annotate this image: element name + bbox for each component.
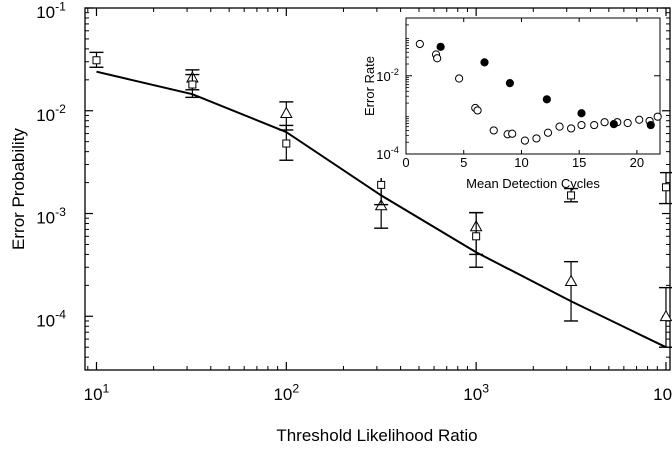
open-circle-data-point xyxy=(577,120,586,130)
inset-plot-area: 0 5 10 15 20 10-4 10-2 xyxy=(376,18,662,170)
open-circle-data-point xyxy=(520,136,530,145)
square-data-point xyxy=(567,191,576,200)
square-data-point xyxy=(92,56,101,65)
open-circle-data-point xyxy=(455,74,464,83)
filled-circle-data-point xyxy=(480,58,489,67)
inset-y-tick-label: 10-2 xyxy=(376,67,399,84)
inset-plot-frame xyxy=(405,17,661,155)
x-tick-label: 102 xyxy=(273,381,299,404)
main-plot-area: 101 102 103 104 10-4 10-3 10-2 10-1 xyxy=(36,0,672,404)
open-circle-data-point xyxy=(473,106,482,115)
filled-circle-data-point xyxy=(436,42,445,51)
main-x-axis-label: Threshold Likelihood Ratio xyxy=(276,426,477,445)
inset-x-tick-label: 0 xyxy=(402,155,409,170)
open-circle-data-point xyxy=(555,122,564,131)
main-plot-frame xyxy=(84,7,671,371)
y-tick-label: 10-1 xyxy=(36,0,66,22)
filled-circle-data-point xyxy=(646,120,655,130)
open-circle-data-point xyxy=(415,39,424,49)
inset-x-tick-label: 20 xyxy=(630,155,644,170)
open-circle-data-point xyxy=(623,118,632,128)
open-circle-data-point xyxy=(543,128,553,137)
inset-x-tick-label: 15 xyxy=(572,155,586,170)
square-data-point xyxy=(377,180,386,189)
filled-circle-data-point xyxy=(609,120,618,129)
y-tick-label: 10-4 xyxy=(36,308,66,331)
open-circle-data-point xyxy=(433,54,442,63)
x-tick-label: 101 xyxy=(84,381,110,404)
main-y-axis-label: Error Probability xyxy=(9,128,28,250)
filled-circle-data-point xyxy=(577,109,586,118)
filled-circle-data-point xyxy=(542,95,551,104)
triangle-data-point xyxy=(659,309,672,322)
inset-background xyxy=(360,18,660,178)
inset-y-axis-label: Error Rate xyxy=(362,56,377,116)
inset-x-tick-label: 10 xyxy=(514,155,528,170)
y-tick-label: 10-2 xyxy=(36,102,66,125)
triangle-data-point xyxy=(279,106,293,118)
open-circle-data-point xyxy=(567,124,576,133)
open-circle-data-point xyxy=(508,129,517,138)
x-tick-label: 104 xyxy=(653,381,672,404)
square-data-point xyxy=(282,139,291,148)
open-circle-data-point xyxy=(590,120,599,130)
inset-x-axis-label: Mean Detection Cycles xyxy=(466,176,600,191)
open-circle-data-point xyxy=(653,112,662,121)
open-circle-data-point xyxy=(600,118,609,127)
open-circle-data-point xyxy=(489,126,498,135)
open-circle-data-point xyxy=(635,115,644,124)
square-data-point xyxy=(661,183,670,192)
y-tick-label: 10-3 xyxy=(36,205,66,228)
triangle-data-point xyxy=(564,274,578,286)
square-data-point xyxy=(188,80,197,89)
x-tick-label: 103 xyxy=(463,381,489,404)
square-data-point xyxy=(472,232,481,241)
inset-x-tick-label: 5 xyxy=(460,155,467,170)
filled-circle-data-point xyxy=(505,78,515,88)
open-circle-data-point xyxy=(532,134,541,143)
inset-y-tick-label: 10-4 xyxy=(376,145,399,162)
